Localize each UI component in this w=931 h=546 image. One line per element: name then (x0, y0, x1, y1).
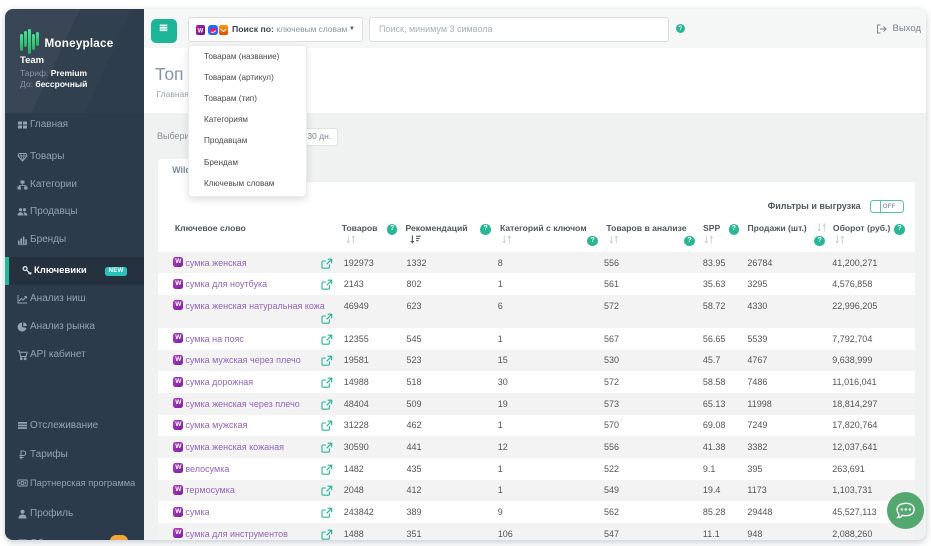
svg-text:W: W (198, 29, 204, 35)
